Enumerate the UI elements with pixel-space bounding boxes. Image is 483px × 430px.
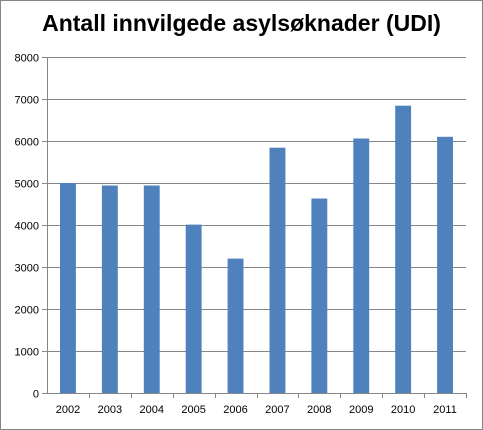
x-tick-label: 2002: [56, 404, 80, 416]
x-tick-label: 2004: [140, 404, 164, 416]
y-tick-label: 1000: [15, 347, 39, 359]
y-tick-label: 5000: [15, 179, 39, 191]
bar-2004: [143, 185, 160, 393]
bar-2002: [60, 183, 76, 393]
y-tick-labels: 0 1000 2000 3000 4000 5000 6000 7000 8000: [15, 53, 39, 401]
x-tick-label: 2009: [349, 404, 373, 416]
chart-title: Antall innvilgede asylsøknader (UDI): [42, 10, 441, 36]
x-tick-labels: 2002 2003 2004 2005 2006 2007 2008 2009 2010 2011: [56, 404, 457, 416]
y-tick-label: 0: [33, 389, 39, 401]
bar-2010: [395, 105, 412, 393]
y-tick-label: 7000: [15, 95, 39, 107]
y-tick-label: 2000: [15, 305, 39, 317]
y-tick-label: 3000: [15, 263, 39, 275]
y-tick-label: 6000: [15, 137, 39, 149]
axes: [42, 57, 467, 398]
bar-2003: [101, 185, 118, 393]
x-tick-label: 2008: [307, 404, 331, 416]
y-tick-label: 8000: [15, 53, 39, 65]
x-tick-label: 2005: [181, 404, 205, 416]
bar-2007: [269, 147, 286, 393]
bar-2011: [437, 136, 453, 394]
bar-2009: [353, 138, 370, 393]
x-tick-label: 2007: [265, 404, 289, 416]
bar-2005: [185, 224, 202, 393]
bar-2006: [227, 258, 244, 393]
bar-2008: [311, 198, 328, 393]
x-tick-label: 2010: [391, 404, 415, 416]
x-tick-label: 2003: [98, 404, 122, 416]
x-tick-label: 2011: [433, 404, 457, 416]
y-tick-label: 4000: [15, 221, 39, 233]
bars: [60, 105, 453, 394]
x-tick-label: 2006: [223, 404, 247, 416]
